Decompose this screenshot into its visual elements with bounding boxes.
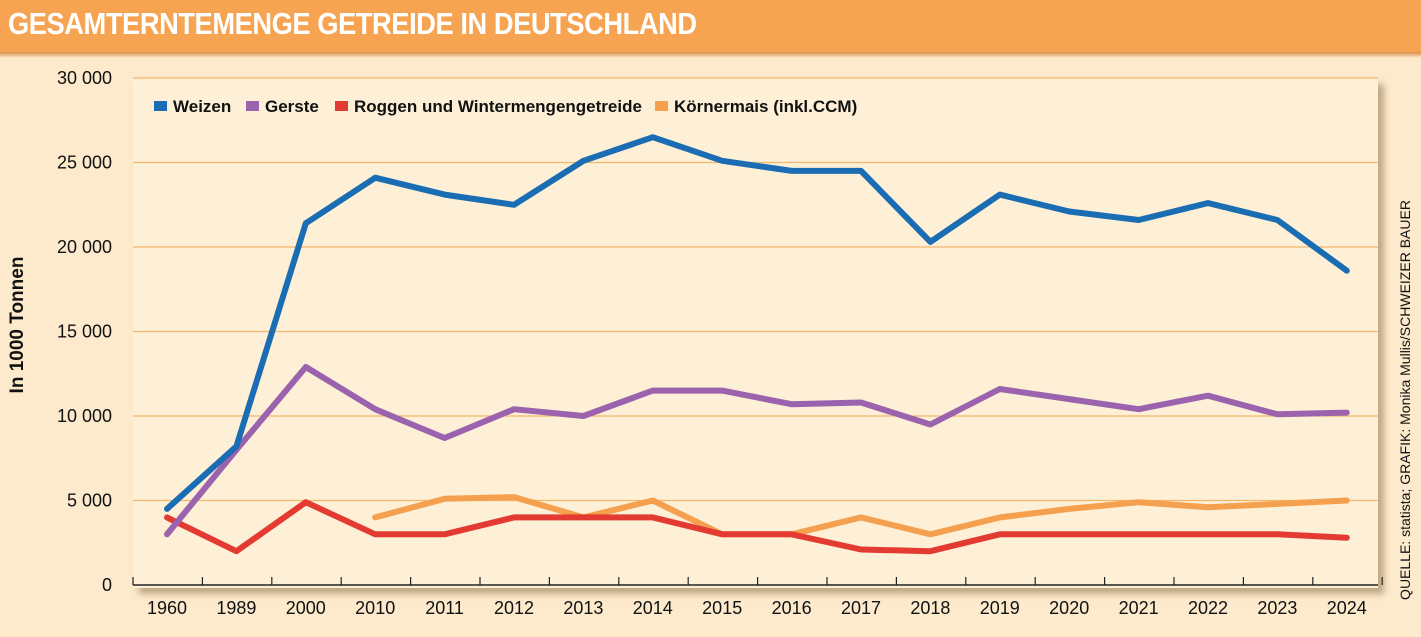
x-tick-label: 2023 [1257,598,1297,618]
x-tick-label: 1989 [216,598,256,618]
x-tick-label: 2018 [910,598,950,618]
legend-label: Weizen [173,97,231,116]
legend-label: Roggen und Wintermengengetreide [354,97,642,116]
gridlines [133,77,1378,502]
legend-swatch [154,101,167,111]
series-line [372,494,1350,538]
chart-title: GESAMTERNTEMENGE GETREIDE IN DEUTSCHLAND [8,6,697,41]
legend-swatch [655,101,668,111]
series-line [164,364,1350,538]
x-tick-label: 2022 [1188,598,1228,618]
legend-swatch [246,101,259,111]
x-tick-label: 2024 [1327,598,1367,618]
series-lines [164,134,1350,555]
y-tick-label: 30 000 [57,68,112,88]
legend-label: Gerste [265,97,319,116]
y-tick-label: 0 [102,575,112,595]
y-tick-labels: 0 5 000 10 000 15 000 20 000 25 000 30 000 [57,68,112,595]
x-tick-label: 2016 [772,598,812,618]
y-tick-label: 5 000 [67,491,112,511]
legend: Weizen Gerste Roggen und Wintermengengetre… [154,97,857,116]
legend-label: Körnermais (inkl.CCM) [674,97,857,116]
x-tick-label: 1960 [147,598,187,618]
x-tick-label: 2014 [633,598,673,618]
x-tick-label: 2012 [494,598,534,618]
x-tick-label: 2020 [1049,598,1089,618]
series-line [164,499,1350,555]
x-axis [132,577,1383,586]
x-tick-label: 2021 [1119,598,1159,618]
series-line [164,134,1350,512]
y-tick-label: 15 000 [57,322,112,342]
y-axis-label: In 1000 Tonnen [7,257,28,394]
x-tick-label: 2010 [355,598,395,618]
y-tick-label: 25 000 [57,153,112,173]
title-banner-shadow [0,52,1421,58]
y-tick-label: 10 000 [57,406,112,426]
x-tick-label: 2017 [841,598,881,618]
x-tick-label: 2011 [425,598,464,618]
x-tick-label: 2000 [286,598,326,618]
y-tick-label: 20 000 [57,237,112,257]
x-tick-label: 2015 [702,598,742,618]
source-note: QUELLE: statista; GRAFIK: Monika Mullis/… [1397,200,1413,600]
x-tick-labels: 1960 1989 2000 2010 2011 2012 2013 2014 2015 2016… [147,598,1367,618]
legend-swatch [335,101,348,111]
x-tick-label: 2013 [563,598,603,618]
title-banner [0,0,1421,52]
x-tick-label: 2019 [980,598,1020,618]
